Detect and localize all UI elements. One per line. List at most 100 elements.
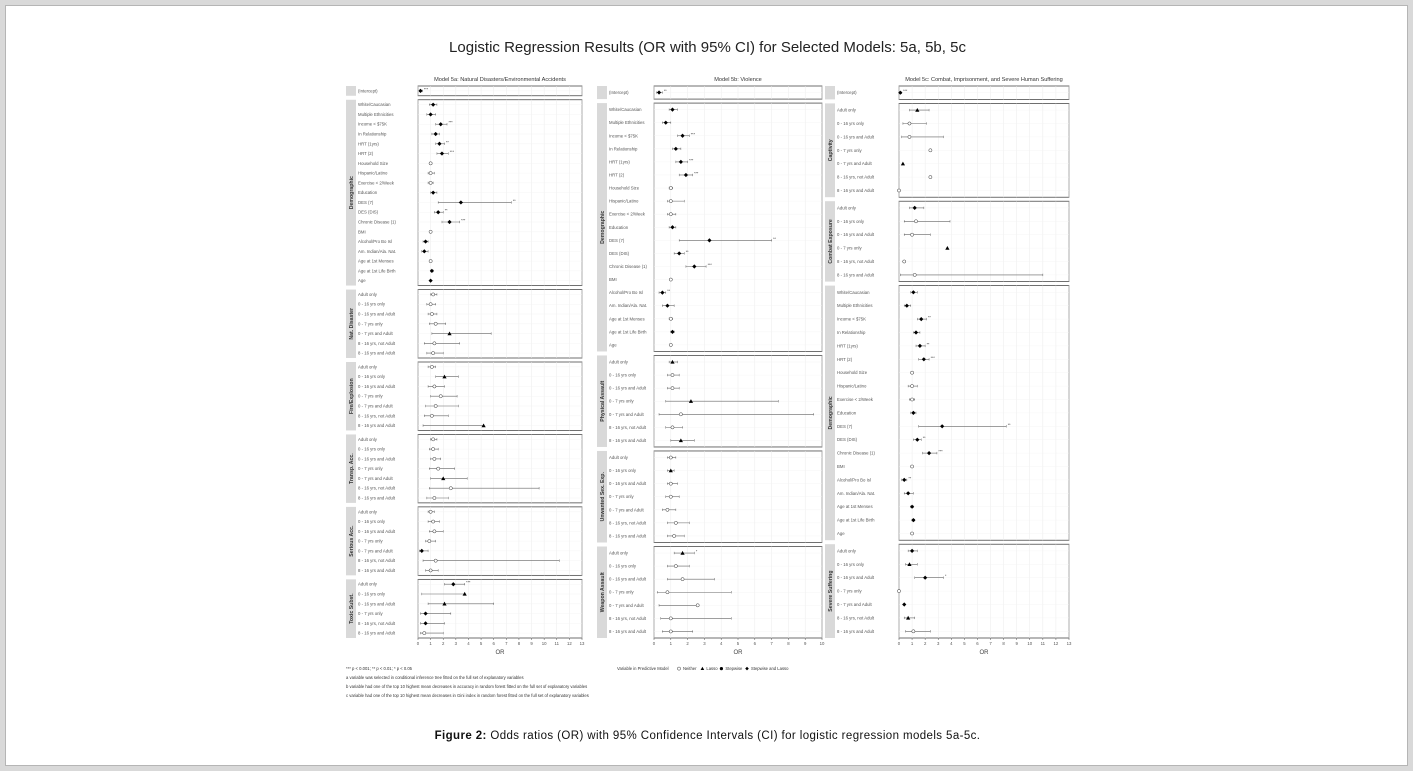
significance-stars: *** <box>938 450 943 454</box>
or-point-circle-open <box>670 386 675 390</box>
or-point-diamond <box>663 120 668 125</box>
facet-group: Nat. Disaster Adult only 0 - 16 yrs only 0 … <box>346 289 583 359</box>
row-label: Adult only <box>609 360 629 365</box>
or-point-circle-open <box>668 494 673 499</box>
row-label: 0 - 7 yrs and Adult <box>837 602 872 607</box>
row-label: HRT (2) <box>609 172 625 177</box>
or-point-circle-open <box>668 277 673 282</box>
or-point-diamond <box>673 146 678 151</box>
row-label: Adult only <box>358 364 378 369</box>
legend-label: Stepwise <box>725 666 743 671</box>
row-label: HRT (1yrs) <box>837 343 858 348</box>
row-label: Age at 1st Life Birth <box>358 268 396 273</box>
x-tick-label: 3 <box>937 641 940 646</box>
significance-stars: ** <box>667 289 670 293</box>
x-tick-label: 1 <box>429 641 432 646</box>
or-point-circle-open <box>670 425 675 430</box>
facet-strip-label: Severe Suffering <box>828 570 834 611</box>
or-point-diamond <box>431 102 436 107</box>
row-label: BMI <box>358 229 366 234</box>
row-label: 0 - 16 yrs only <box>837 121 865 126</box>
row-label: Exercise < 2/Week <box>609 212 646 217</box>
or-point-diamond <box>439 151 445 156</box>
row-label: 8 - 16 yrs, not Adult <box>609 520 647 525</box>
row-label: Age <box>609 342 617 347</box>
facet-strip <box>597 546 607 638</box>
or-point-circle-open <box>910 232 914 237</box>
or-point-circle-open <box>428 171 433 175</box>
facet-group: (Intercept) ** <box>597 85 823 100</box>
x-tick-label: 0 <box>898 641 901 646</box>
facet-group: Serious Acc. Adult only 0 - 16 yrs only 0 -… <box>346 506 583 576</box>
row-label: Am. Indian/Ala. Nat. <box>358 249 396 254</box>
legend-label: Lasso <box>706 666 718 671</box>
row-label: 0 - 16 yrs only <box>609 564 637 569</box>
row-label: DES (DIS) <box>837 437 858 442</box>
or-point-diamond <box>423 621 428 626</box>
or-point-circle-open <box>910 370 914 375</box>
footnotes: *** p < 0.001; ** p < 0.01; * p < 0.05 a … <box>346 666 589 698</box>
row-label: Household Size <box>609 186 640 191</box>
facet-strip <box>597 450 607 543</box>
significance-stars: *** <box>449 121 454 125</box>
row-label: 0 - 16 yrs only <box>358 519 386 524</box>
x-tick-label: 9 <box>530 641 533 646</box>
row-label: 0 - 16 yrs only <box>358 447 386 452</box>
or-point-circle-open <box>673 564 678 568</box>
or-point-triangle <box>442 374 447 379</box>
row-label: 0 - 16 yrs only <box>837 219 865 224</box>
row-label: 0 - 16 yrs and Adult <box>609 481 647 486</box>
row-label: In Relationship <box>837 330 866 335</box>
row-label: 8 - 16 yrs, not Adult <box>358 486 396 491</box>
facet-group: Combat Exposure Adult only 0 - 16 yrs only… <box>825 200 1070 282</box>
row-label: DES (7) <box>837 424 853 429</box>
x-tick-label: 9 <box>1015 641 1018 646</box>
or-point-circle-open <box>448 486 453 491</box>
row-label: 8 - 16 yrs and Adult <box>358 496 396 501</box>
row-label: 8 - 16 yrs and Adult <box>837 272 875 277</box>
row-label: 8 - 16 yrs and Adult <box>358 631 396 636</box>
or-point-circle-open <box>668 455 673 460</box>
facet-strip-label: Physical Assault <box>600 380 606 421</box>
row-label: Am. Indian/Ala. Nat. <box>837 491 875 496</box>
panel-title: Model 5a: Natural Disasters/Environmenta… <box>434 77 566 83</box>
x-tick-label: 1 <box>670 641 673 646</box>
legend-key-triangle <box>700 666 705 671</box>
or-point-triangle <box>900 161 906 166</box>
row-label: 0 - 16 yrs only <box>358 302 386 307</box>
significance-stars: *** <box>903 89 908 93</box>
row-label: Income < $75K <box>837 317 866 322</box>
or-point-diamond <box>707 238 712 243</box>
row-label: Adult only <box>358 437 378 442</box>
row-label: 0 - 7 yrs and Adult <box>358 404 393 409</box>
panel-model-3: Model 5c: Combat, Imprisonment, and Seve… <box>825 77 1072 656</box>
facet-panel <box>417 578 583 639</box>
row-label: 0 - 16 yrs and Adult <box>837 575 875 580</box>
row-label: 0 - 7 yrs and Adult <box>609 603 644 608</box>
facet-strip <box>346 289 356 358</box>
or-point-diamond <box>904 303 909 308</box>
row-label: Adult only <box>609 455 629 460</box>
row-label: Adult only <box>837 205 857 210</box>
row-label: Age <box>358 278 366 283</box>
or-point-diamond <box>419 548 424 553</box>
or-point-triangle <box>906 615 911 620</box>
x-tick-label: 0 <box>653 641 656 646</box>
or-point-circle-open <box>668 481 673 486</box>
or-point-circle-open <box>914 219 918 224</box>
or-point-diamond <box>422 249 427 254</box>
or-point-diamond <box>447 219 452 225</box>
or-point-circle-open <box>431 351 435 355</box>
row-label: DES (DIS) <box>609 251 630 256</box>
or-point-triangle <box>447 331 452 336</box>
or-point-circle-open <box>897 589 901 593</box>
row-label: Age at 1st Life Birth <box>609 329 647 334</box>
facet-group: (Intercept) *** <box>825 85 1070 100</box>
significance-stars: ** <box>908 476 911 480</box>
row-label: HRT (1yrs) <box>609 159 630 164</box>
or-point-circle-open <box>422 631 427 635</box>
panel-model-1: Model 5a: Natural Disasters/Environmenta… <box>346 77 585 656</box>
row-label: 0 - 16 yrs and Adult <box>358 312 396 317</box>
or-point-circle-open <box>668 186 673 190</box>
